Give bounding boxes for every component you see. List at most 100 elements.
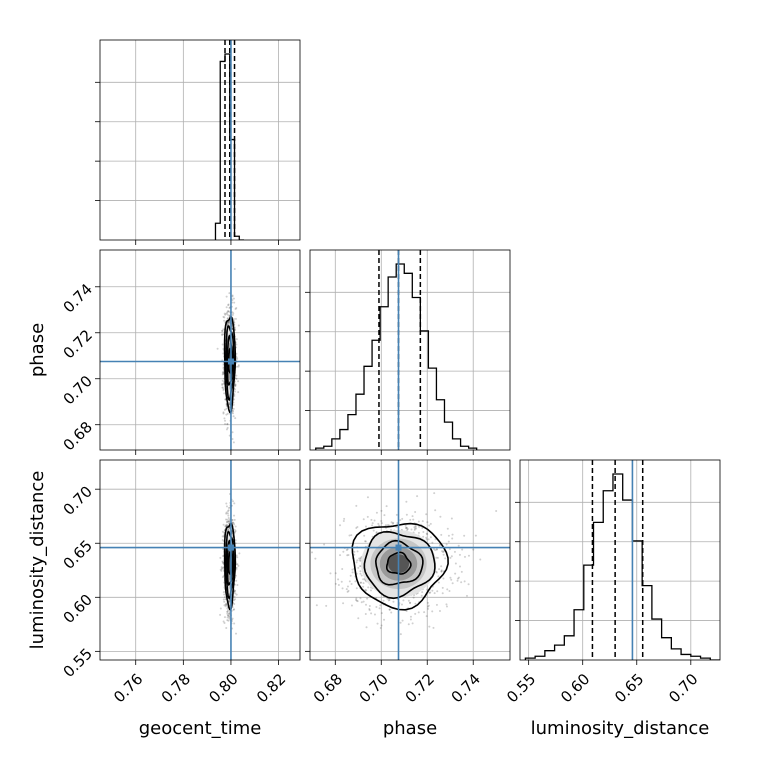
scatter-point bbox=[413, 526, 416, 529]
scatter-point bbox=[225, 306, 228, 309]
y-tick-label: 0.70 bbox=[60, 372, 96, 408]
x-tick-label: 0.68 bbox=[310, 670, 346, 706]
scatter-point bbox=[351, 571, 354, 574]
scatter-point bbox=[226, 423, 229, 426]
scatter-point bbox=[233, 603, 236, 606]
scatter-point bbox=[226, 512, 229, 515]
scatter-point bbox=[235, 356, 238, 359]
scatter-point bbox=[225, 428, 228, 431]
scatter-point bbox=[325, 604, 328, 607]
scatter-point bbox=[236, 584, 239, 587]
scatter-point bbox=[234, 317, 237, 320]
scatter-point bbox=[431, 541, 434, 544]
scatter-point bbox=[337, 578, 340, 581]
scatter-point bbox=[400, 603, 403, 606]
scatter-point bbox=[227, 310, 230, 313]
scatter-point bbox=[232, 412, 235, 415]
scatter-point bbox=[375, 511, 378, 514]
scatter-point bbox=[409, 518, 412, 521]
scatter-point bbox=[314, 557, 317, 560]
scatter-point bbox=[222, 372, 225, 375]
scatter-point bbox=[216, 347, 219, 350]
scatter-point bbox=[406, 527, 409, 530]
scatter-point bbox=[440, 569, 443, 572]
scatter-point bbox=[228, 322, 231, 325]
scatter-point bbox=[392, 600, 395, 603]
scatter-point bbox=[427, 604, 430, 607]
contour-line bbox=[363, 530, 436, 600]
scatter-point bbox=[225, 602, 228, 605]
scatter-point bbox=[219, 568, 222, 571]
scatter-point bbox=[235, 377, 238, 380]
scatter-point bbox=[223, 621, 226, 624]
y-axis-label-luminosity_distance: luminosity_distance bbox=[27, 471, 48, 650]
scatter-point bbox=[359, 572, 362, 575]
scatter-point bbox=[228, 310, 231, 313]
scatter-point bbox=[355, 597, 358, 600]
scatter-point bbox=[383, 514, 386, 517]
x-axis-label-geocent_time: geocent_time bbox=[139, 718, 262, 739]
scatter-point bbox=[233, 502, 236, 505]
scatter-point bbox=[380, 520, 383, 523]
scatter-point bbox=[451, 582, 454, 585]
scatter-point bbox=[425, 538, 428, 541]
scatter-point bbox=[223, 604, 226, 607]
scatter-point bbox=[223, 595, 226, 598]
scatter-point bbox=[346, 548, 349, 551]
scatter-point bbox=[234, 377, 237, 380]
scatter-point bbox=[235, 593, 238, 596]
scatter-point bbox=[235, 579, 238, 582]
scatter-point bbox=[235, 338, 238, 341]
x-tick-label: 0.78 bbox=[158, 670, 194, 706]
scatter-point bbox=[227, 321, 230, 324]
scatter-point bbox=[465, 594, 468, 597]
scatter-point bbox=[226, 607, 229, 610]
scatter-point bbox=[226, 323, 229, 326]
scatter-point bbox=[399, 633, 402, 636]
scatter-panel-geocent_time-phase: 0.68 0.70 0.72 0.74 bbox=[60, 249, 301, 476]
scatter-point bbox=[226, 518, 229, 521]
scatter-point bbox=[428, 524, 431, 527]
scatter-point bbox=[222, 411, 225, 414]
scatter-point bbox=[222, 598, 225, 601]
scatter-point bbox=[360, 574, 363, 577]
y-tick-label: 0.72 bbox=[60, 326, 96, 362]
scatter-point bbox=[433, 592, 436, 595]
scatter-point bbox=[334, 572, 337, 575]
scatter-point bbox=[234, 525, 237, 528]
scatter-point bbox=[371, 524, 374, 527]
scatter-point bbox=[225, 312, 228, 315]
scatter-point bbox=[221, 576, 224, 579]
scatter-point bbox=[369, 589, 372, 592]
scatter-point bbox=[236, 563, 239, 566]
scatter-point bbox=[234, 530, 237, 533]
scatter-point bbox=[228, 401, 231, 404]
scatter-point bbox=[225, 512, 228, 515]
panel-frame bbox=[309, 459, 511, 661]
scatter-point bbox=[359, 557, 362, 560]
scatter-point bbox=[435, 570, 438, 573]
scatter-point bbox=[431, 610, 434, 613]
scatter-point bbox=[232, 599, 235, 602]
scatter-point bbox=[223, 316, 226, 319]
scatter-point bbox=[226, 610, 229, 613]
scatter-point bbox=[347, 553, 350, 556]
scatter-point bbox=[350, 604, 353, 607]
scatter-point bbox=[220, 566, 223, 569]
scatter-point bbox=[227, 614, 230, 617]
scatter-point bbox=[227, 465, 229, 467]
scatter-point bbox=[224, 474, 226, 476]
scatter-point bbox=[222, 389, 225, 392]
scatter-point bbox=[348, 580, 351, 583]
scatter-point bbox=[227, 529, 230, 532]
scatter-point bbox=[399, 621, 402, 624]
scatter-point bbox=[227, 609, 230, 612]
scatter-point bbox=[342, 550, 345, 553]
scatter-point bbox=[223, 319, 226, 322]
scatter-point bbox=[221, 333, 224, 336]
scatter-point bbox=[222, 523, 225, 526]
scatter-point bbox=[420, 594, 423, 597]
scatter-point bbox=[359, 597, 362, 600]
scatter-point bbox=[387, 524, 390, 527]
